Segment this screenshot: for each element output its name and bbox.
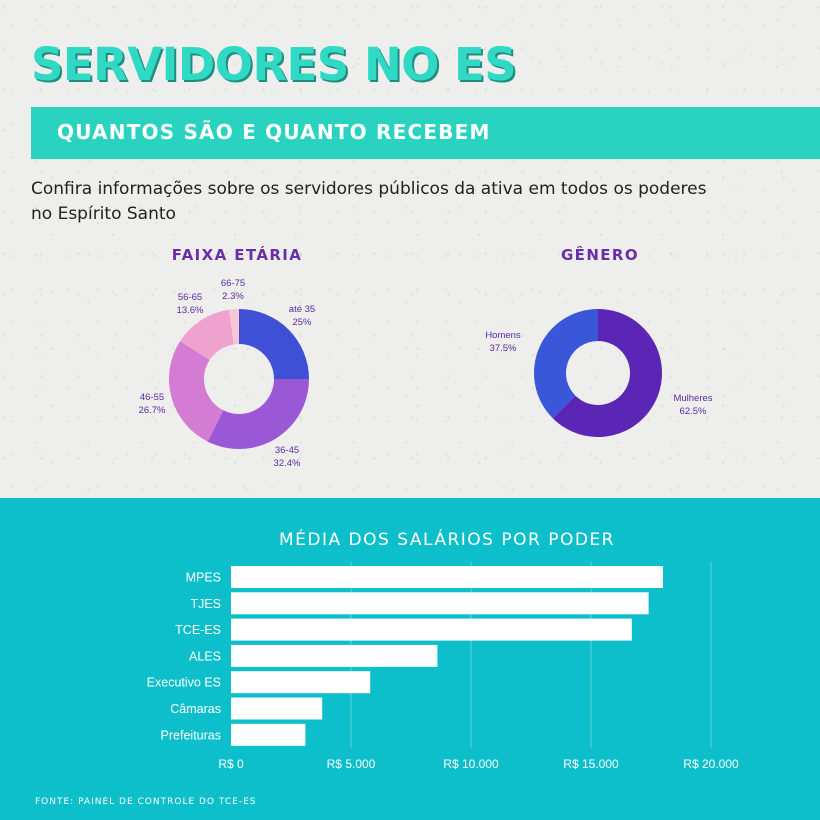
slice-label-36-45: 36-45 32.4% (274, 445, 301, 469)
x-tick-label: R$ 20.000 (683, 757, 739, 771)
category-label: TCE-ES (175, 623, 221, 637)
source-note: FONTE: PAINEL DE CONTROLE DO TCE-ES (35, 797, 257, 807)
slice-label-mulheres: Mulheres 62.5% (673, 393, 712, 417)
slice-label-56-65: 56-65 13.6% (177, 292, 204, 316)
slice-56-65 (180, 309, 234, 361)
x-tick-label: R$ 0 (218, 757, 244, 771)
slice-label-66-75: 66-75 2.3% (221, 278, 245, 302)
x-tick-label: R$ 5.000 (327, 757, 376, 771)
category-label: Prefeituras (161, 728, 221, 742)
slice-ate-35 (239, 309, 309, 379)
category-label: ALES (189, 649, 221, 663)
salary-chart-title: MÉDIA DOS SALÁRIOS POR PODER (279, 530, 615, 550)
bar-tjes (231, 592, 649, 615)
top-section (0, 0, 820, 498)
age-donut-chart: até 35 25% 36-45 32.4% 46-55 26.7% 56-65 13.6% 6… (139, 278, 316, 469)
gender-donut-chart: Mulheres 62.5% Homens 37.5% (485, 309, 713, 437)
slice-label-homens: Homens 37.5% (485, 330, 521, 354)
x-tick-label: R$ 10.000 (443, 757, 499, 771)
bar-tce-es (231, 618, 632, 641)
x-tick-label: R$ 15.000 (563, 757, 619, 771)
slice-46-55 (169, 341, 224, 442)
category-label: TJES (190, 597, 221, 611)
slice-36-45 (207, 379, 309, 449)
gender-chart-title: GÊNERO (560, 246, 640, 264)
bar-prefeituras (231, 723, 306, 746)
category-label: Câmaras (170, 702, 221, 716)
slice-label-ate-35: até 35 25% (289, 304, 315, 328)
slice-mulheres (552, 309, 663, 437)
intro-text: Confira informações sobre os servidores … (31, 179, 707, 224)
subtitle-banner: QUANTOS SÃO E QUANTO RECEBEM (31, 107, 820, 159)
bar-mpes (231, 566, 663, 588)
slice-homens (534, 309, 598, 419)
bar-executivo-es (231, 671, 371, 694)
category-label: MPES (186, 571, 221, 585)
age-chart-title: FAIXA ETÁRIA (171, 246, 303, 264)
page-title: SERVIDORES NO ES (31, 38, 517, 91)
bar-ales (231, 644, 438, 667)
slice-66-75 (228, 309, 239, 345)
page-subtitle: QUANTOS SÃO E QUANTO RECEBEM (57, 120, 491, 144)
category-label: Executivo ES (147, 676, 221, 690)
slice-label-46-55: 46-55 26.7% (139, 392, 166, 416)
bar-camaras (231, 697, 323, 720)
